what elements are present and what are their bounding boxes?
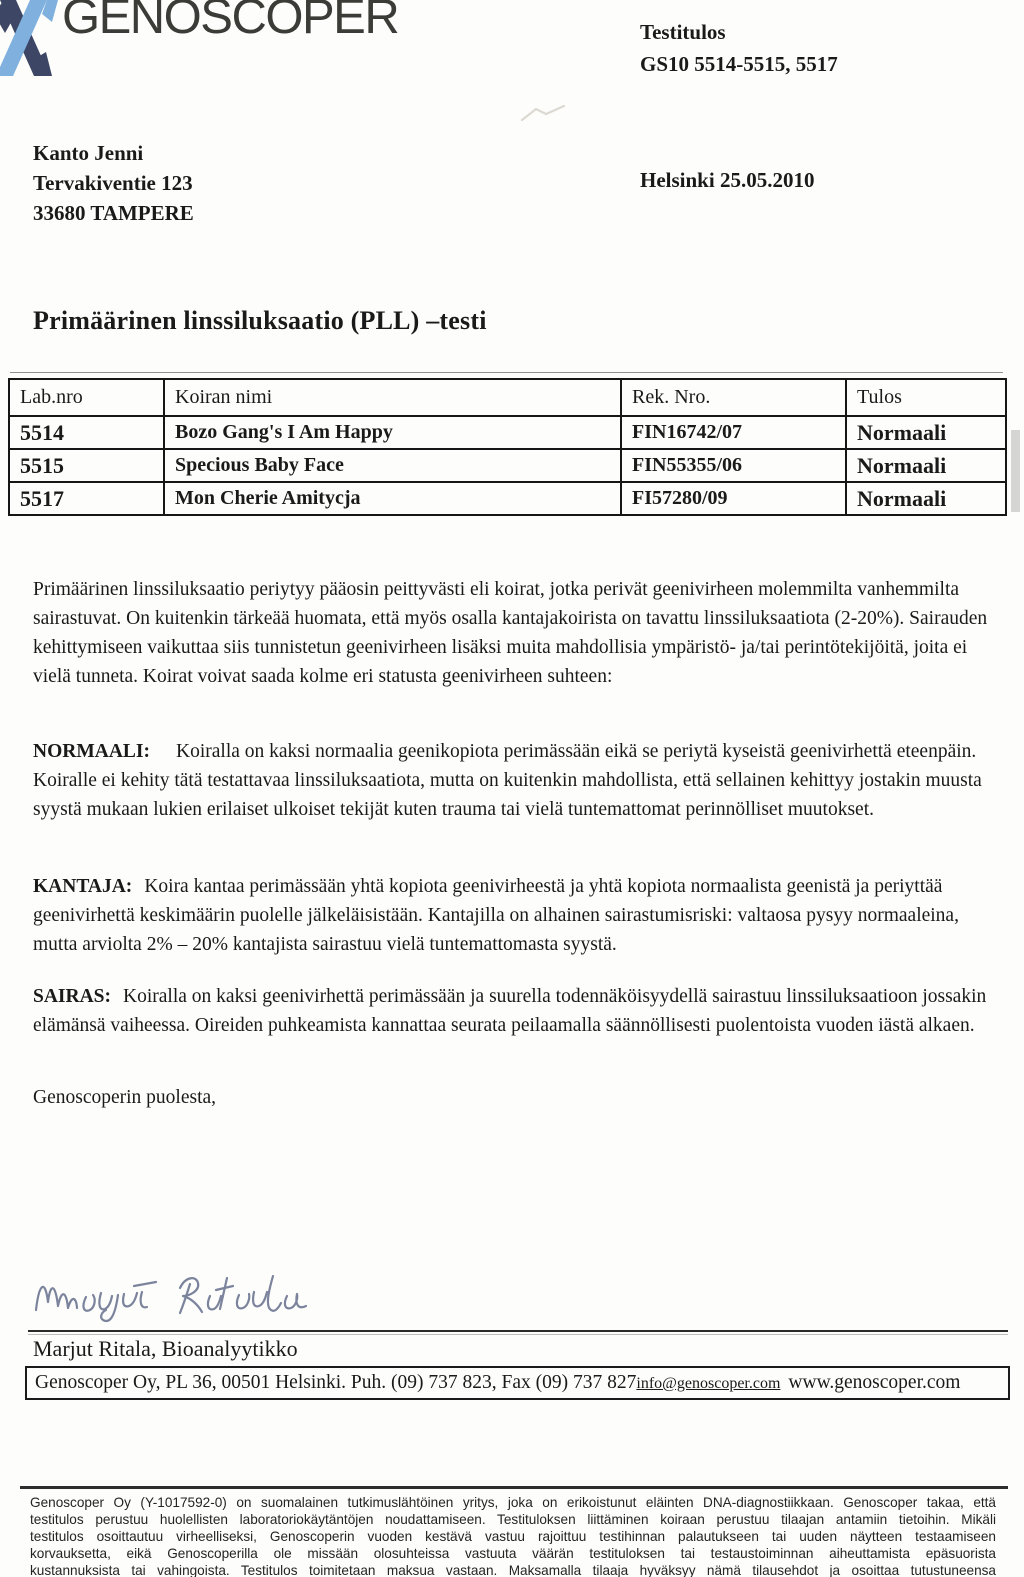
status-label-kantaja: KANTAJA: [33, 876, 133, 897]
cell-lab-nro: 5517 [8, 481, 165, 516]
cell-tulos: Normaali [845, 481, 1007, 516]
cell-lab-nro: 5514 [8, 415, 165, 450]
brand-wordmark-light: SCOPER [200, 0, 399, 44]
genoscoper-logo-icon [0, 0, 58, 76]
signature-rule-echo [28, 1334, 1008, 1335]
contact-text: Genoscoper Oy, PL 36, 00501 Helsinki. Pu… [35, 1372, 637, 1393]
column-header-tulos: Tulos [845, 378, 1007, 417]
company-contact-box: Genoscoper Oy, PL 36, 00501 Helsinki. Pu… [25, 1366, 1010, 1400]
table-row: 5515 Specious Baby Face FIN55355/06 Norm… [8, 448, 1007, 483]
footer-line: Genoscoper Oy (Y-1017592-0) on suomalain… [30, 1495, 996, 1510]
intro-paragraph: Primäärinen linssiluksaatio periytyy pää… [33, 579, 988, 687]
footer-line: testitulos perustuu huolellisten laborat… [30, 1512, 996, 1527]
contact-email: info@genoscoper.com [636, 1375, 781, 1392]
status-paragraph-kantaja: KANTAJA: Koira kantaa perimässään yhtä ko… [33, 872, 991, 959]
table-row: 5514 Bozo Gang's I Am Happy FIN16742/07 … [8, 415, 1007, 450]
column-header-koiran-nimi: Koiran nimi [163, 378, 622, 417]
table-header-row: Lab.nro Koiran nimi Rek. Nro. Tulos [8, 378, 1007, 417]
recipient-address: Kanto Jenni Tervakiventie 123 33680 TAMP… [33, 138, 194, 228]
recipient-street: Tervakiventie 123 [33, 171, 193, 195]
results-table: Lab.nro Koiran nimi Rek. Nro. Tulos 5514… [8, 378, 1007, 516]
recipient-city: 33680 TAMPERE [33, 201, 194, 225]
brand-wordmark-bold: GENO [62, 0, 202, 44]
status-label-normaali: NORMAALI: [33, 741, 150, 762]
brand-wordmark: GENOSCOPER [62, 0, 400, 45]
cell-lab-nro: 5515 [8, 448, 165, 483]
cell-rek-nro: FIN16742/07 [620, 415, 847, 450]
cell-koiran-nimi: Mon Cherie Amitycja [163, 481, 622, 516]
column-header-lab-nro: Lab.nro [8, 378, 165, 417]
scan-artifact-mark [520, 104, 566, 122]
place-and-date: Helsinki 25.05.2010 [640, 168, 815, 192]
cell-tulos: Normaali [845, 415, 1007, 450]
status-paragraph-sairas: SAIRAS: Koiralla on kaksi geenivirhettä p… [33, 982, 991, 1040]
cell-rek-nro: FI57280/09 [620, 481, 847, 516]
doc-type-label: Testitulos [640, 20, 726, 44]
cell-koiran-nimi: Bozo Gang's I Am Happy [163, 415, 622, 450]
signature-handwriting [34, 1274, 308, 1323]
scan-edge-smudge [1011, 430, 1020, 512]
cell-koiran-nimi: Specious Baby Face [163, 448, 622, 483]
cell-rek-nro: FIN55355/06 [620, 448, 847, 483]
table-row: 5517 Mon Cherie Amitycja FI57280/09 Norm… [8, 481, 1007, 516]
signer-printed-name: Marjut Ritala, Bioanalyytikko [33, 1336, 298, 1361]
contact-website: www.genoscoper.com [788, 1372, 961, 1393]
status-text-kantaja: Koira kantaa perimässään yhtä kopiota ge… [33, 876, 959, 955]
status-text-normaali: Koiralla on kaksi normaalia geenikopiota… [33, 741, 982, 820]
column-header-rek-nro: Rek. Nro. [620, 378, 847, 417]
status-label-sairas: SAIRAS: [33, 986, 112, 1007]
status-text-sairas: Koiralla on kaksi geenivirhettä perimäss… [33, 986, 987, 1036]
document-meta: Testitulos GS10 5514-5515, 5517 [640, 16, 838, 80]
page-title: Primäärinen linssiluksaatio (PLL) –testi [33, 306, 487, 335]
footer-line: kustannuksista tai vahingoista. Testitul… [30, 1563, 996, 1577]
footer-rule [20, 1486, 1008, 1489]
signature-rule [28, 1330, 1008, 1332]
footer-line: korvauksetta, eikä Genoscoperilla ole mi… [30, 1546, 996, 1561]
status-paragraph-normaali: NORMAALI: Koiralla on kaksi normaalia gee… [33, 737, 991, 824]
cell-tulos: Normaali [845, 448, 1007, 483]
doc-number: GS10 5514-5515, 5517 [640, 52, 838, 76]
recipient-name: Kanto Jenni [33, 141, 144, 165]
footer-line: testitulos osoittautuu virheelliseksi, G… [30, 1529, 996, 1544]
table-scan-echo-line [10, 372, 1003, 373]
footer-fine-print: Genoscoper Oy (Y-1017592-0) on suomalain… [30, 1494, 996, 1577]
closing-line: Genoscoperin puolesta, [33, 1087, 217, 1108]
